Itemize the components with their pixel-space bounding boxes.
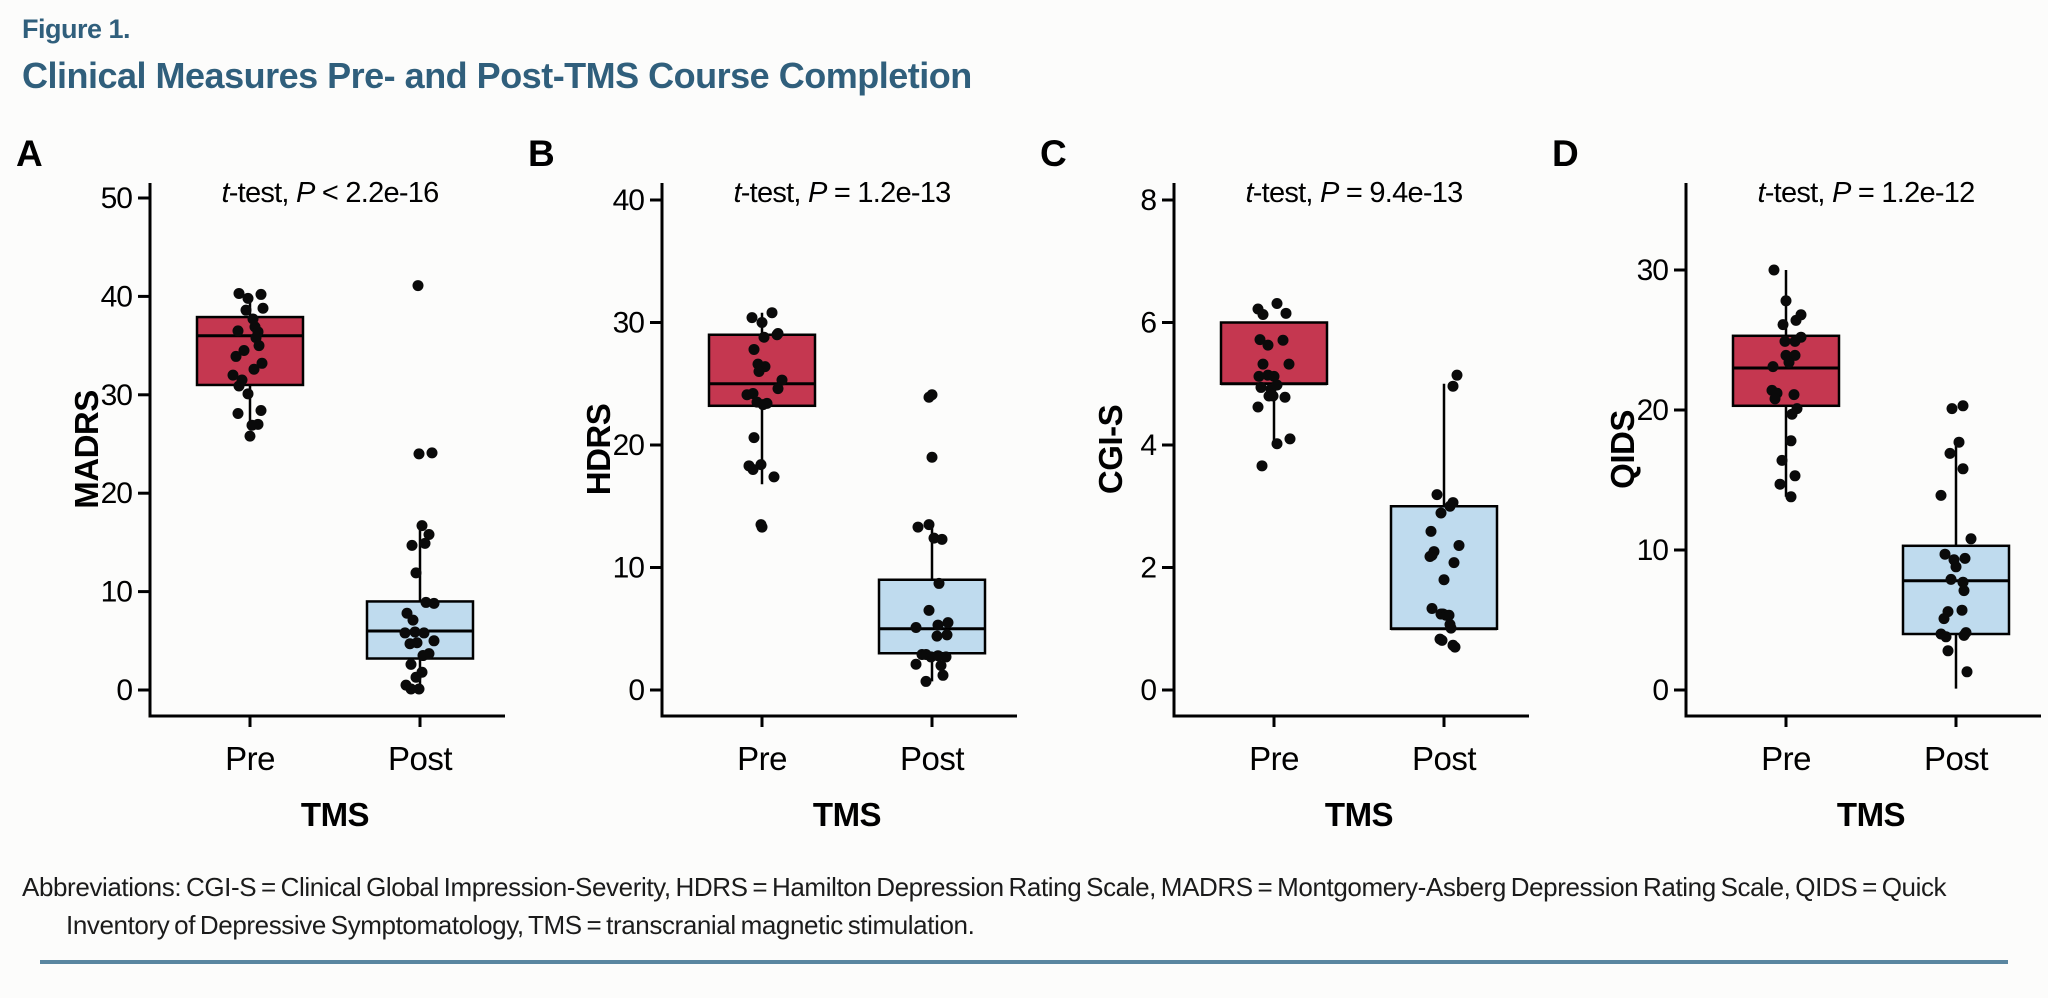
y-tick-label: 40 bbox=[101, 280, 133, 313]
pre-boxplot-group bbox=[195, 287, 305, 442]
post-boxplot-group bbox=[365, 280, 475, 695]
post-jitter-points bbox=[1424, 369, 1465, 653]
figure-caption: Abbreviations: CGI-S = Clinical Global I… bbox=[22, 868, 2026, 944]
post-box bbox=[877, 578, 987, 655]
post-boxplot-group bbox=[1901, 400, 2011, 689]
y-tick-label: 4 bbox=[1140, 429, 1156, 462]
y-tick-label: 2 bbox=[1140, 552, 1156, 585]
category-label-pre: Pre bbox=[737, 740, 787, 777]
figure-label: Figure 1. bbox=[22, 14, 131, 44]
ttest-annotation: t-test, P = 1.2e-12 bbox=[1757, 177, 1974, 209]
y-tick-label: 40 bbox=[613, 184, 645, 217]
ttest-annotation: t-test, P < 2.2e-16 bbox=[221, 177, 438, 209]
post-jitter-points bbox=[1935, 400, 1977, 678]
post-boxplot-group bbox=[1389, 369, 1499, 653]
panel-letter: D bbox=[1552, 133, 1579, 174]
category-label-pre: Pre bbox=[225, 740, 275, 777]
post-jitter-points bbox=[910, 389, 954, 687]
chart-panel-d: Dt-test, P = 1.2e-12 0 10 20 30 QIDS Pre Post TM… bbox=[1552, 133, 2041, 833]
pre-boxplot-group bbox=[1731, 264, 1841, 503]
bottom-rule-divider bbox=[40, 960, 2008, 964]
y-tick-label: 0 bbox=[1140, 674, 1156, 707]
pre-boxplot-group bbox=[707, 307, 817, 533]
post-boxplot-group bbox=[877, 389, 987, 687]
y-tick-label: 0 bbox=[116, 674, 132, 707]
y-tick-label: 30 bbox=[613, 307, 645, 340]
caption-line-1: Abbreviations: CGI-S = Clinical Global I… bbox=[22, 872, 1947, 902]
post-box bbox=[1389, 505, 1499, 630]
y-tick-label: 8 bbox=[1140, 184, 1156, 217]
y-tick-label: 30 bbox=[1637, 254, 1669, 287]
pre-jitter-points bbox=[1766, 264, 1807, 503]
y-tick-label: 20 bbox=[613, 429, 645, 462]
pre-boxplot-group bbox=[1219, 298, 1329, 472]
pre-jitter-points bbox=[741, 307, 788, 533]
y-tick-label: 10 bbox=[1637, 534, 1669, 567]
x-axis-label: TMS bbox=[1837, 796, 1905, 833]
category-label-post: Post bbox=[900, 740, 964, 777]
ttest-annotation: t-test, P = 9.4e-13 bbox=[1245, 177, 1462, 209]
category-label-post: Post bbox=[1924, 740, 1988, 777]
panel-letter: C bbox=[1040, 133, 1067, 174]
chart-panel-c: Ct-test, P = 9.4e-13 0 2 4 6 8 CGI-S Pre Post TMS bbox=[1040, 133, 1529, 833]
y-axis-label: CGI-S bbox=[1092, 405, 1129, 494]
y-tick-label: 30 bbox=[101, 379, 133, 412]
chart-panel-a: At-test, P < 2.2e-16 0 10 20 30 40 50 MADRS Pre P… bbox=[16, 133, 505, 833]
pre-jitter-points bbox=[1252, 298, 1296, 472]
y-tick-label: 10 bbox=[613, 552, 645, 585]
category-label-pre: Pre bbox=[1761, 740, 1811, 777]
category-label-pre: Pre bbox=[1249, 740, 1299, 777]
category-label-post: Post bbox=[1412, 740, 1476, 777]
post-box bbox=[1901, 544, 2011, 636]
page-title: Clinical Measures Pre- and Post-TMS Cour… bbox=[22, 55, 972, 96]
figure-header: Figure 1. Clinical Measures Pre- and Pos… bbox=[0, 0, 2048, 116]
x-axis-label: TMS bbox=[301, 796, 369, 833]
post-jitter-points bbox=[399, 280, 440, 695]
ttest-annotation: t-test, P = 1.2e-13 bbox=[733, 177, 950, 209]
y-tick-label: 50 bbox=[101, 182, 133, 215]
y-tick-label: 0 bbox=[1652, 674, 1668, 707]
panel-letter: B bbox=[528, 133, 555, 174]
y-axis-label: HDRS bbox=[580, 404, 617, 496]
x-axis-label: TMS bbox=[1325, 796, 1393, 833]
y-tick-label: 20 bbox=[101, 477, 133, 510]
pre-box bbox=[1731, 334, 1841, 408]
caption-line-2: Inventory of Depressive Symptomatology, … bbox=[66, 910, 975, 940]
y-tick-label: 10 bbox=[101, 576, 133, 609]
y-axis-label: MADRS bbox=[68, 390, 105, 509]
chart-panel-b: Bt-test, P = 1.2e-13 0 10 20 30 40 HDRS Pre Post… bbox=[528, 133, 1017, 833]
category-label-post: Post bbox=[388, 740, 452, 777]
pre-box bbox=[1219, 321, 1329, 385]
panel-letter: A bbox=[16, 133, 43, 174]
y-tick-label: 20 bbox=[1637, 394, 1669, 427]
y-axis-label: QIDS bbox=[1604, 410, 1641, 489]
y-tick-label: 0 bbox=[628, 674, 644, 707]
y-tick-label: 6 bbox=[1140, 307, 1156, 340]
x-axis-label: TMS bbox=[813, 796, 881, 833]
pre-jitter-points bbox=[227, 287, 269, 442]
